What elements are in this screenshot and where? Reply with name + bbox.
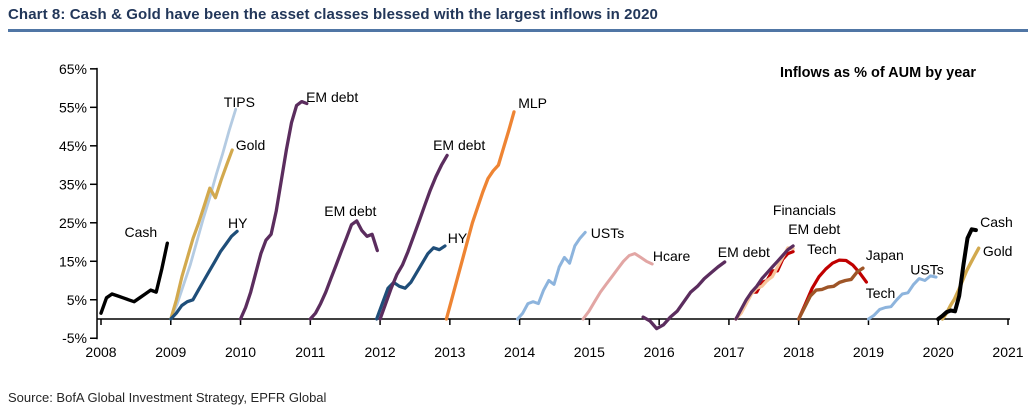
series-line-hy-2012 xyxy=(375,244,447,321)
x-tick-label: 2016 xyxy=(644,344,675,360)
series-line-tech-2018 xyxy=(797,258,869,321)
series-line-em-debt-2011 xyxy=(308,219,379,321)
x-tick-label: 2010 xyxy=(225,344,256,360)
series-label-hcare-2015: Hcare xyxy=(653,248,691,264)
x-tick-label: 2008 xyxy=(85,344,116,360)
series-label-em-debt-2012: EM debt xyxy=(433,137,485,153)
y-tick-label: 35% xyxy=(59,176,87,192)
series-label-em-debt-2011: EM debt xyxy=(324,203,376,219)
x-tick-label: 2009 xyxy=(155,344,186,360)
x-tick-label: 2014 xyxy=(504,344,535,360)
series-label-tips-2009: TIPS xyxy=(224,94,255,110)
series-label-cash-2008: Cash xyxy=(124,224,157,240)
series-label-gold-2020: Gold xyxy=(983,243,1013,259)
series-line-em-debt-2012 xyxy=(378,153,449,321)
y-tick-label: 45% xyxy=(59,138,87,154)
series-line-em-debt-2017 xyxy=(734,244,795,321)
y-tick-label: 25% xyxy=(59,215,87,231)
y-tick-label: 55% xyxy=(59,99,87,115)
x-tick-label: 2018 xyxy=(783,344,814,360)
series-label-em-debt-2016: EM debt xyxy=(718,244,770,260)
series-line-gold-2009 xyxy=(169,148,234,321)
chart-title: Chart 8: Cash & Gold have been the asset… xyxy=(8,6,658,23)
series-label-financials-2017: Financials xyxy=(773,202,836,218)
series-label-tech-2018: Tech xyxy=(866,285,896,301)
x-tick-label: 2013 xyxy=(434,344,465,360)
y-tick-label: -5% xyxy=(62,330,87,346)
series-line-usts-2019 xyxy=(867,274,938,321)
series-label-gold-2009: Gold xyxy=(236,137,266,153)
series-line-japan-2018 xyxy=(797,266,865,321)
series-label-japan-2018: Japan xyxy=(866,247,904,263)
series-label-tech-2017: Tech xyxy=(807,241,837,257)
x-tick-label: 2012 xyxy=(365,344,396,360)
series-label-usts-2019: USTs xyxy=(910,261,943,277)
x-tick-label: 2015 xyxy=(574,344,605,360)
series-line-usts-2014 xyxy=(516,230,587,321)
source-text: Source: BofA Global Investment Strategy,… xyxy=(8,390,327,405)
y-tick-label: 5% xyxy=(67,292,87,308)
series-label-usts-2014: USTs xyxy=(591,225,624,241)
x-tick-label: 2011 xyxy=(295,344,325,360)
chart-annotation: Inflows as % of AUM by year xyxy=(780,65,976,81)
labels-layer: Cash TIPS Gold HY EM debt EM debt HY EM debt MLP… xyxy=(124,89,1012,301)
series-line-em-debt-2010 xyxy=(238,99,309,321)
x-tick-label: 2017 xyxy=(713,344,744,360)
series-layer xyxy=(99,99,981,331)
x-tick-label: 2020 xyxy=(923,344,954,360)
y-tick-label: 15% xyxy=(59,253,87,269)
series-line-em-debt-2016 xyxy=(641,260,727,331)
x-tick-label: 2019 xyxy=(853,344,884,360)
series-line-tips-2009 xyxy=(169,107,238,321)
series-label-cash-2020: Cash xyxy=(980,214,1013,230)
series-label-hy-2009: HY xyxy=(228,215,248,231)
series-line-hy-2009 xyxy=(169,229,239,321)
series-line-cash-2008 xyxy=(99,241,170,315)
series-label-mlp-2013: MLP xyxy=(518,95,547,111)
series-label-em-debt-2017: EM debt xyxy=(788,221,840,237)
series-line-mlp-2013 xyxy=(444,110,516,321)
series-line-hcare-2015 xyxy=(581,252,654,321)
y-tick-label: 65% xyxy=(59,61,87,77)
title-rule xyxy=(8,29,1028,32)
x-tick-label: 2021 xyxy=(992,344,1023,360)
axes-layer: 65% 55% 45% 35% 25% 15% 5% -5%2008 2009 2010 2011 2… xyxy=(59,61,1024,360)
series-label-hy-2012: HY xyxy=(448,230,468,246)
series-line-cash-2020 xyxy=(936,227,978,321)
series-label-em-debt-2010: EM debt xyxy=(306,89,358,105)
